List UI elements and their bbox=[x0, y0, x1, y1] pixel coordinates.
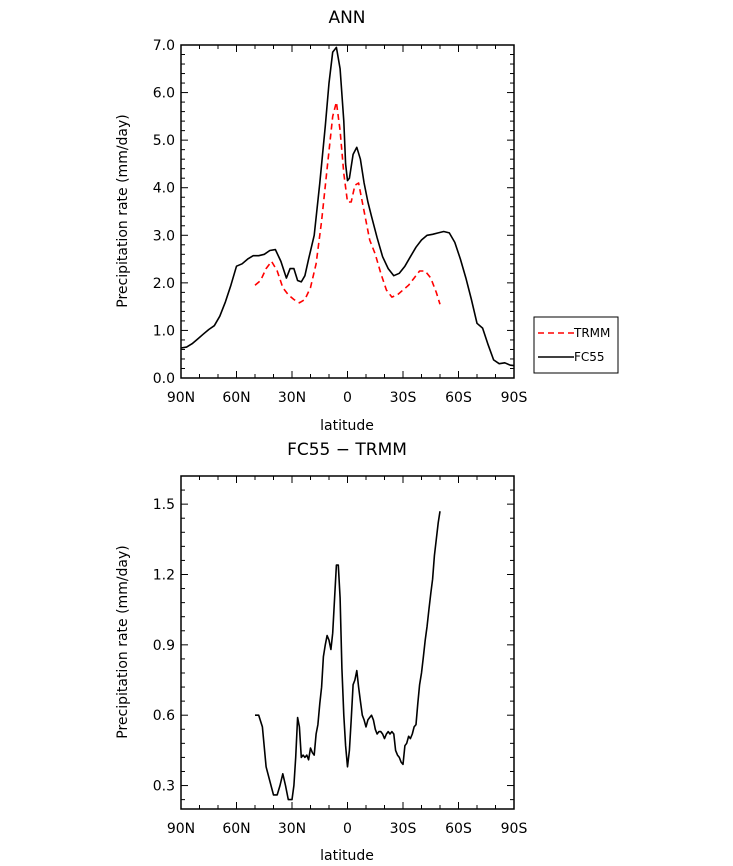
top-x-axis-label: latitude bbox=[320, 418, 374, 434]
top-chart-title: ANN bbox=[328, 8, 365, 28]
bottom-x-ticks: 90N 60N 30N 0 30S 60S 90S bbox=[167, 476, 528, 837]
top-y-tick-label: 0.0 bbox=[153, 371, 175, 387]
top-y-tick-label: 6.0 bbox=[153, 86, 175, 102]
bottom-x-tick-label: 30S bbox=[390, 821, 417, 837]
chart-bottom: FC55 − TRMM 90N 60N 30N 0 30S 60S 90S 0.30.60.… bbox=[115, 440, 527, 864]
bottom-x-tick-label: 60N bbox=[222, 821, 250, 837]
top-y-tick-label: 2.0 bbox=[153, 276, 175, 292]
top-y-tick-label: 5.0 bbox=[153, 133, 175, 149]
bottom-y-tick-label: 1.2 bbox=[153, 567, 175, 583]
bottom-y-ticks: 0.3 0.6 0.9 1.2 1.5 bbox=[153, 475, 514, 801]
top-y-tick-label: 1.0 bbox=[153, 323, 175, 339]
top-x-tick-label: 90N bbox=[167, 390, 195, 406]
top-y-ticks: 0.0 1.0 2.0 3.0 4.0 5.0 6.0 7.0 bbox=[153, 38, 514, 387]
bottom-x-tick-label: 90S bbox=[501, 821, 528, 837]
bottom-y-tick-label: 0.6 bbox=[153, 708, 175, 724]
top-x-tick-label: 60S bbox=[445, 390, 472, 406]
legend-label-fc55: FC55 bbox=[574, 350, 605, 364]
bottom-x-tick-label: 60S bbox=[445, 821, 472, 837]
bottom-chart-title: FC55 − TRMM bbox=[287, 440, 407, 460]
top-y-tick-label: 7.0 bbox=[153, 38, 175, 54]
bottom-y-tick-label: 0.3 bbox=[153, 779, 175, 795]
top-y-tick-label: 4.0 bbox=[153, 181, 175, 197]
top-x-tick-label: 0 bbox=[343, 390, 352, 406]
bottom-x-tick-label: 0 bbox=[343, 821, 352, 837]
bottom-y-tick-label: 1.5 bbox=[153, 497, 175, 513]
top-y-tick-label: 3.0 bbox=[153, 228, 175, 244]
legend-label-trmm: TRMM bbox=[573, 326, 610, 340]
top-x-tick-label: 30S bbox=[390, 390, 417, 406]
bottom-x-tick-label: 30N bbox=[278, 821, 306, 837]
bottom-y-tick-label: 0.9 bbox=[153, 638, 175, 654]
top-x-tick-label: 60N bbox=[222, 390, 250, 406]
top-x-ticks: 90N 60N 30N 0 30S 60S 90S bbox=[167, 45, 528, 406]
chart-top: ANN 90N 60N 30N 0 30S 60S 90S 0.0 1.0 2.0 3.0 4.0 5… bbox=[115, 8, 619, 434]
top-series-lines bbox=[180, 46, 515, 367]
top-y-axis-label: Precipitation rate (mm/day) bbox=[115, 114, 131, 308]
bottom-series-line-difference bbox=[255, 511, 441, 801]
bottom-y-axis-label: Precipitation rate (mm/day) bbox=[115, 545, 131, 739]
top-plot-frame bbox=[180, 44, 515, 379]
legend-box bbox=[533, 316, 619, 374]
bottom-x-axis-label: latitude bbox=[320, 848, 374, 864]
top-series-line-trmm bbox=[254, 101, 441, 305]
bottom-x-tick-label: 90N bbox=[167, 821, 195, 837]
legend: TRMM FC55 bbox=[533, 316, 619, 374]
top-x-tick-label: 30N bbox=[278, 390, 306, 406]
top-x-tick-label: 90S bbox=[501, 390, 528, 406]
top-series-line-fc55 bbox=[180, 46, 515, 367]
bottom-series-lines bbox=[255, 511, 441, 801]
